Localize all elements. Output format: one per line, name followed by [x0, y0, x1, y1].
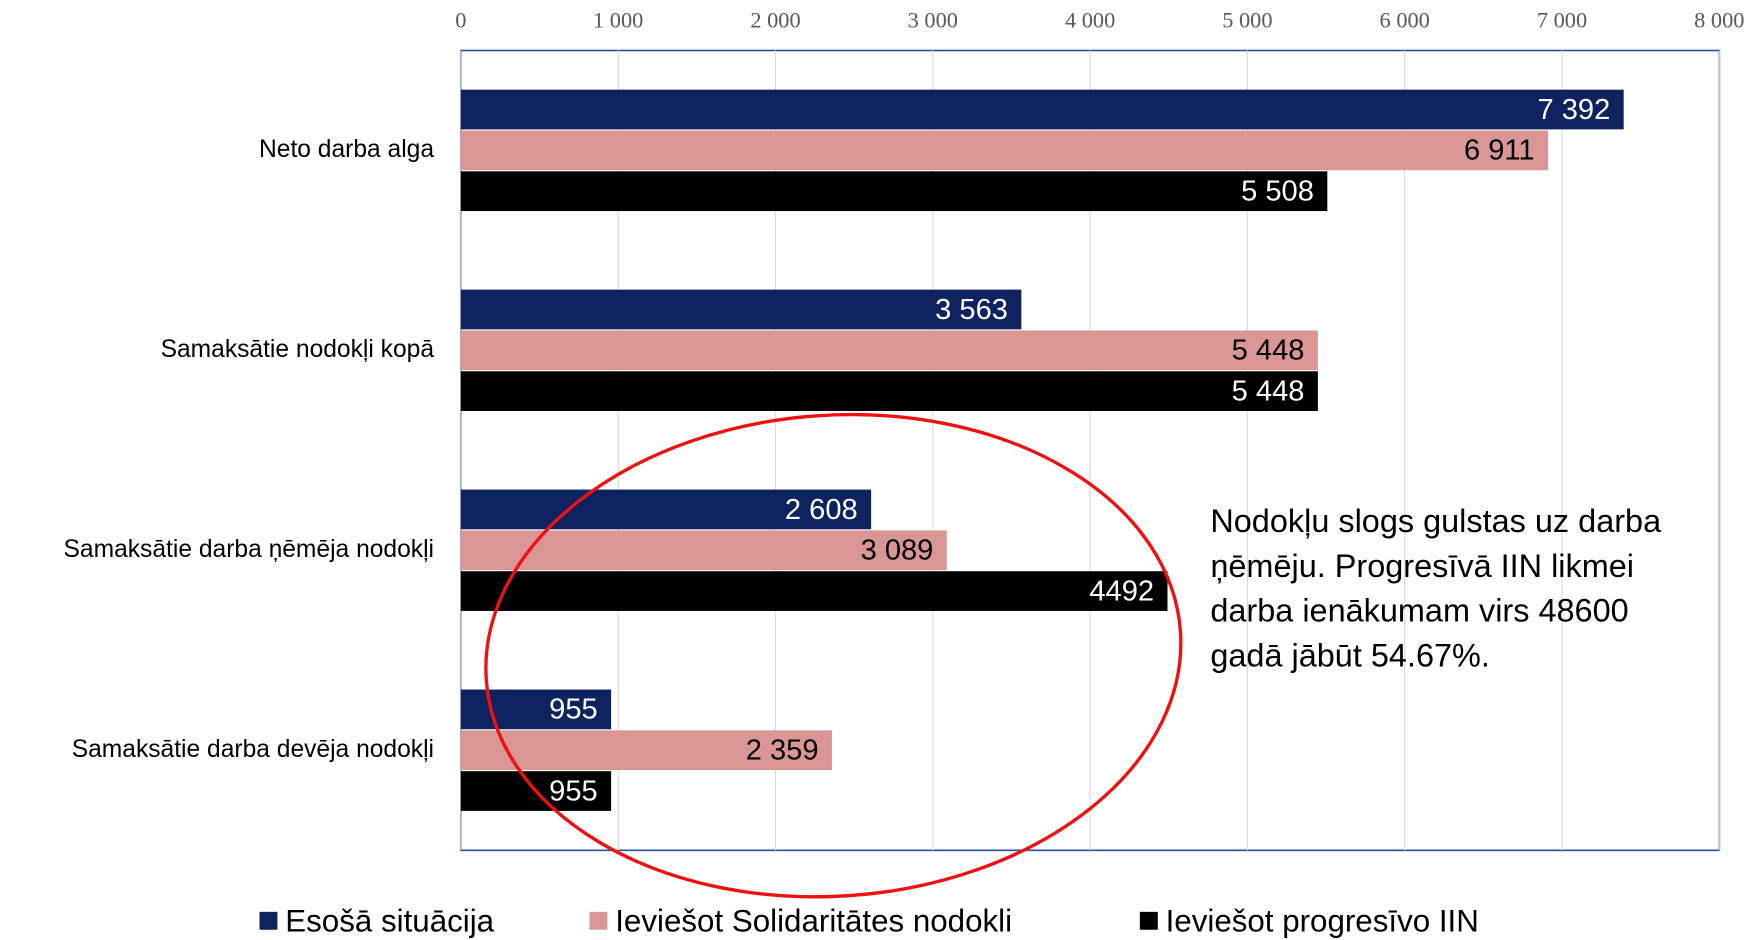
value-label: 4492	[1089, 575, 1154, 607]
highlight-ellipse	[484, 412, 1183, 899]
bar	[460, 689, 612, 730]
value-label: 2 359	[746, 735, 819, 767]
bar	[460, 171, 1328, 212]
legend-label: Ieviešot progresīvo IIN	[1166, 903, 1479, 938]
annotation: Nodokļu slogs gulstas uz darba	[1210, 503, 1662, 539]
bar	[460, 130, 1549, 171]
x-tick-label: 8 000	[1694, 8, 1744, 33]
value-label: 955	[549, 694, 598, 726]
legend-swatch	[589, 911, 608, 930]
value-label: 3 089	[861, 535, 934, 567]
x-tick-label: 7 000	[1537, 8, 1587, 33]
x-tick-label: 4 000	[1065, 8, 1115, 33]
marks	[460, 50, 1720, 851]
bar	[460, 330, 1318, 371]
legend-swatch	[259, 911, 278, 930]
bar	[460, 89, 1624, 130]
bar	[460, 371, 1318, 411]
value-label: 3 563	[935, 294, 1008, 326]
x-tick-label: 0	[455, 8, 466, 33]
legend-label: Esošā situācija	[285, 903, 494, 938]
legend-label: Ieviešot Solidaritātes nodokli	[615, 903, 1012, 938]
x-tick-label: 2 000	[750, 8, 800, 33]
category-label: Samaksātie darba ņēmēja nodokļi	[64, 536, 435, 563]
bar	[460, 489, 872, 530]
value-label: 5 448	[1232, 335, 1305, 367]
category-label: Neto darba alga	[259, 136, 434, 163]
legend-swatch	[1139, 911, 1158, 930]
annotation: gadā jābūt 54.67%.	[1210, 637, 1490, 673]
x-tick-label: 5 000	[1222, 8, 1272, 33]
x-tick-label: 3 000	[908, 8, 958, 33]
annotation: darba ienākumam virs 48600	[1210, 593, 1628, 629]
value-label: 5 448	[1232, 376, 1305, 408]
bar	[460, 571, 1168, 611]
value-label: 2 608	[785, 494, 858, 526]
bar	[460, 289, 1022, 330]
category-label: Samaksātie nodokļi kopā	[161, 336, 435, 363]
value-label: 7 392	[1537, 94, 1610, 126]
bar	[460, 730, 832, 771]
value-label: 5 508	[1241, 176, 1314, 208]
category-label: Samaksātie darba devēja nodokļi	[72, 736, 434, 763]
x-tick-label: 1 000	[593, 8, 643, 33]
x-tick-label: 6 000	[1380, 8, 1430, 33]
value-label: 6 911	[1464, 135, 1535, 167]
annotation: ņēmēju. Progresīvā IIN likmei	[1210, 548, 1634, 584]
value-label: 955	[549, 775, 598, 807]
